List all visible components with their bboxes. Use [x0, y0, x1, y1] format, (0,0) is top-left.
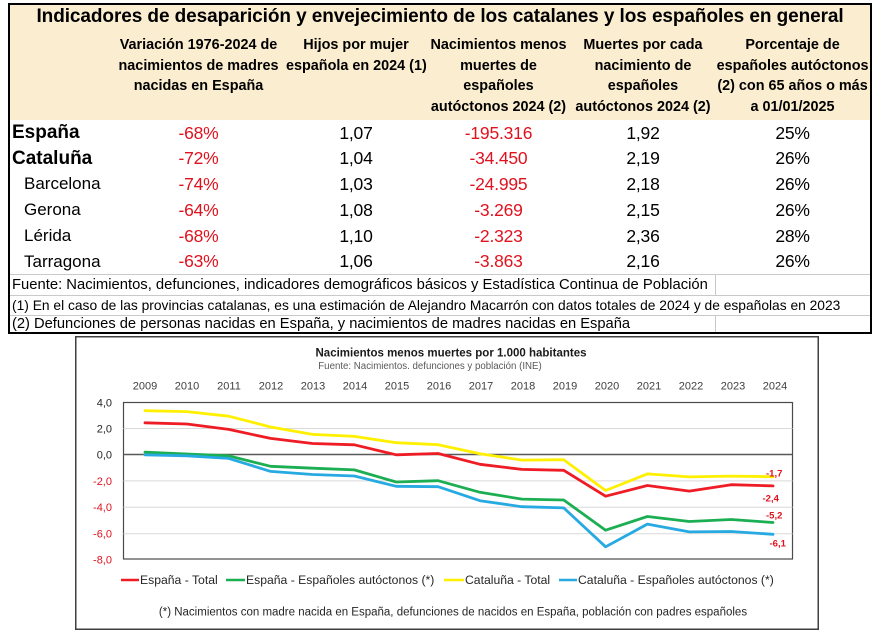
svg-text:-2,4: -2,4: [763, 493, 780, 504]
svg-text:2012: 2012: [259, 381, 283, 393]
svg-text:España - Españoles autóctonos: España - Españoles autóctonos (*): [246, 573, 434, 587]
svg-text:2010: 2010: [175, 381, 199, 393]
svg-text:2017: 2017: [469, 381, 493, 393]
svg-text:2018: 2018: [511, 381, 535, 393]
svg-text:(*) Nacimientos con madre naci: (*) Nacimientos con madre nacida en Espa…: [159, 607, 747, 619]
svg-text:-1,7: -1,7: [766, 469, 782, 480]
svg-text:Cataluña - Total: Cataluña - Total: [465, 573, 550, 587]
svg-text:-6,0: -6,0: [93, 528, 112, 540]
svg-text:2024: 2024: [763, 381, 787, 393]
svg-text:0,0: 0,0: [97, 450, 112, 462]
svg-text:2021: 2021: [637, 381, 661, 393]
svg-text:4,0: 4,0: [97, 397, 112, 409]
svg-text:2,0: 2,0: [97, 424, 112, 436]
svg-text:2020: 2020: [595, 381, 619, 393]
svg-text:2013: 2013: [301, 381, 325, 393]
svg-text:-5,2: -5,2: [766, 511, 782, 522]
svg-text:-8,0: -8,0: [93, 555, 112, 567]
svg-text:Fuente: Nacimientos. defuncion: Fuente: Nacimientos. defunciones y pobla…: [318, 361, 541, 372]
svg-text:Nacimientos menos muertes por: Nacimientos menos muertes por 1.000 habi…: [316, 348, 587, 360]
svg-text:España - Total: España - Total: [140, 573, 218, 587]
svg-text:2022: 2022: [679, 381, 703, 393]
svg-text:2014: 2014: [343, 381, 367, 393]
svg-text:-4,0: -4,0: [93, 502, 112, 514]
svg-text:2019: 2019: [553, 381, 577, 393]
svg-text:-2,0: -2,0: [93, 476, 112, 488]
svg-text:2011: 2011: [217, 381, 241, 393]
svg-text:Cataluña - Españoles autóctono: Cataluña - Españoles autóctonos (*): [578, 573, 774, 587]
svg-text:2009: 2009: [133, 381, 157, 393]
svg-text:2016: 2016: [427, 381, 451, 393]
svg-text:-6,1: -6,1: [770, 539, 787, 550]
svg-text:2023: 2023: [721, 381, 745, 393]
svg-text:2015: 2015: [385, 381, 409, 393]
